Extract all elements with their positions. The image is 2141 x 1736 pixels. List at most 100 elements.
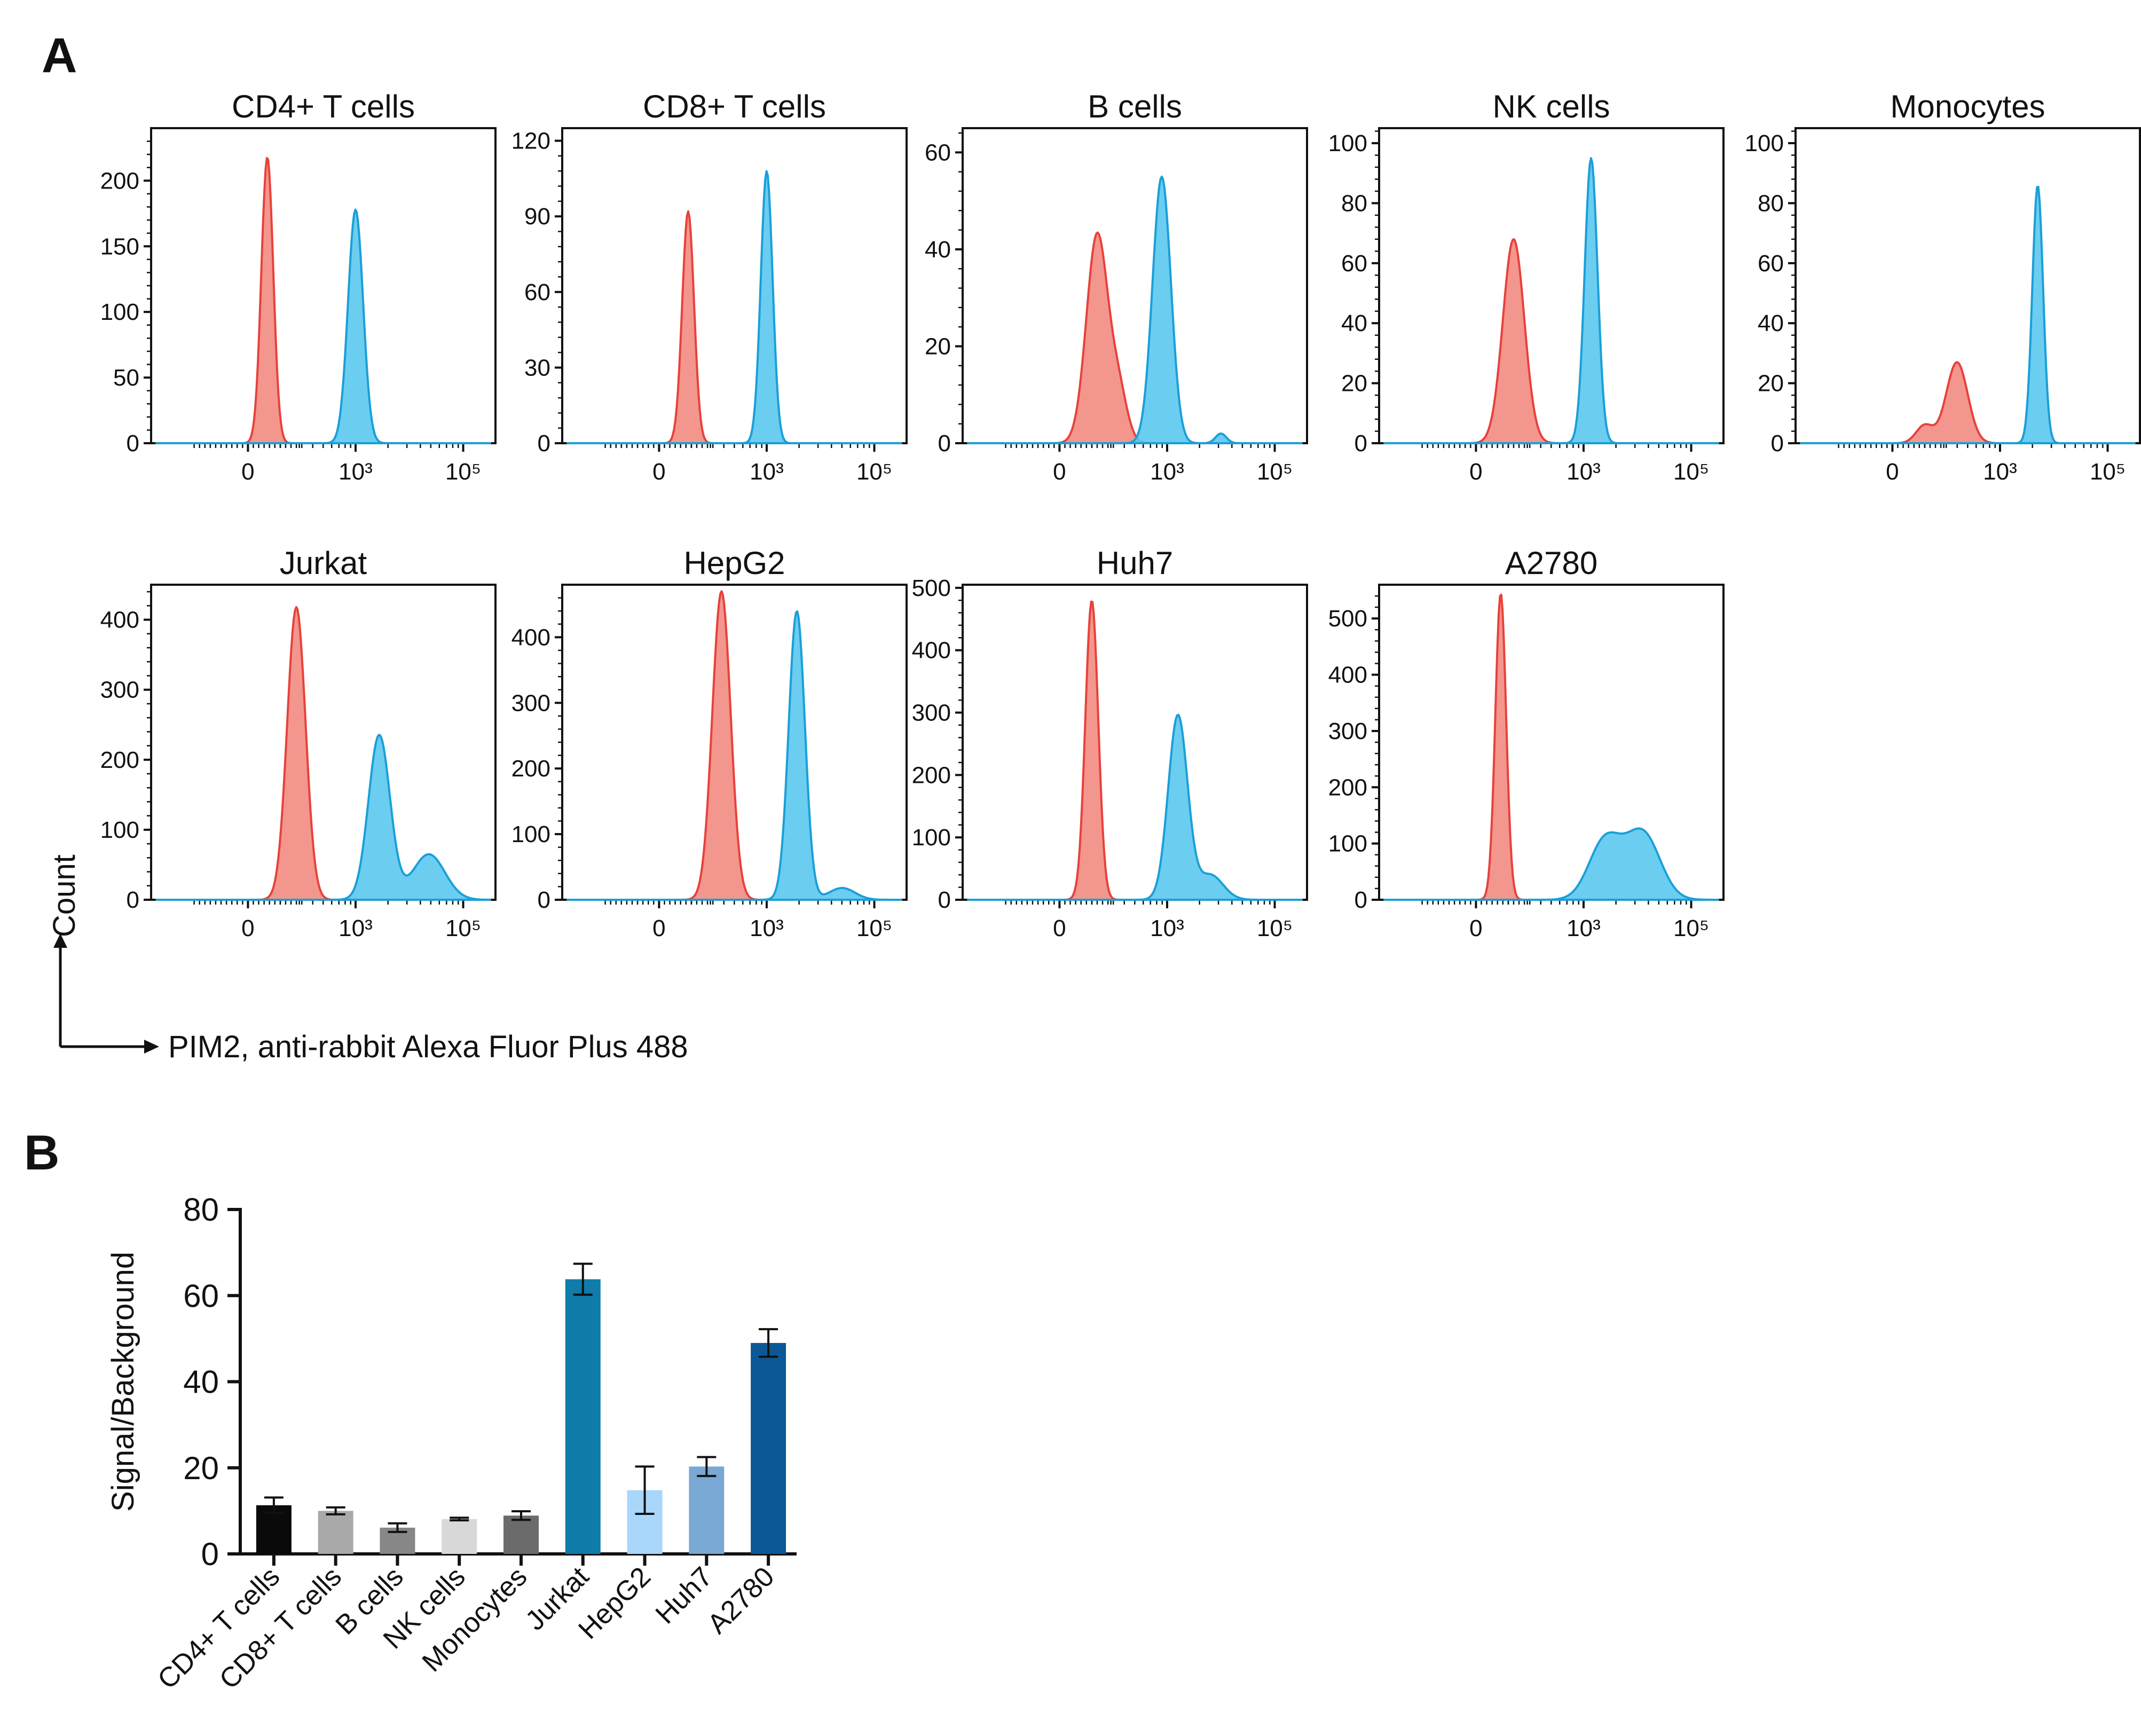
histogram-title: Monocytes [1890,89,2045,124]
y-tick-label: 0 [1355,430,1367,457]
x-tick-label: 10³ [339,459,373,485]
histogram-frame [1378,584,1725,901]
histogram-title: Huh7 [1097,545,1173,581]
histogram-title: Jurkat [280,545,367,581]
y-tick-label: 400 [511,624,550,650]
y-tick-label: 100 [912,824,951,851]
y-tick-label: 20 [1758,371,1784,397]
y-tick-label: 0 [127,887,139,913]
y-tick-label: 20 [925,333,951,359]
histogram-nk-cells: NK cells 0 20 40 60 80 100 0 10³ 10⁵ [1328,89,1725,485]
y-tick-label: 0 [538,887,550,913]
control-histogram [967,231,1303,444]
bar-jurkat [565,1279,601,1554]
y-tick-label: 100 [100,817,139,843]
arrow-up-icon [53,933,67,948]
x-tick-label: 0 [652,915,665,941]
bar-y-tick-label: 40 [183,1364,219,1400]
y-tick-label: 150 [100,233,139,260]
x-tick-label: 0 [1469,915,1482,941]
y-tick-label: 400 [1328,662,1367,688]
x-tick-label: 0 [241,459,254,485]
control-histogram [566,590,902,901]
bar-monocytes [503,1515,539,1554]
x-tick-label: 10⁵ [445,459,481,485]
y-tick-label: 0 [127,430,139,457]
flow-y-axis-title: Count [47,854,82,937]
y-tick-label: 120 [511,128,550,154]
histogram-title: B cells [1088,89,1182,124]
histogram-title: HepG2 [683,545,785,581]
histogram-frame [150,127,497,444]
stained-histogram [566,170,902,444]
x-tick-label: 10³ [1150,915,1184,941]
histogram-title: A2780 [1505,545,1598,581]
control-histogram [967,600,1303,901]
y-tick-label: 500 [1328,606,1367,632]
error-bar [573,1262,593,1296]
control-histogram [566,210,902,444]
x-tick-label: 10⁵ [445,915,481,941]
x-tick-label: 10³ [1567,459,1601,485]
error-bar [388,1522,407,1533]
y-tick-label: 200 [511,756,550,782]
histogram-monocytes: Monocytes 0 20 40 60 80 100 0 10³ 10⁵ [1745,89,2141,485]
error-bar [326,1506,345,1515]
control-histogram [155,606,491,901]
x-tick-label: 0 [241,915,254,941]
bar-y-tick-label: 80 [183,1192,219,1228]
y-tick-label: 100 [511,821,550,847]
x-tick-label: 10³ [1150,459,1184,485]
y-tick-label: 0 [1355,887,1367,913]
control-histogram [1383,238,1719,444]
y-tick-label: 40 [1758,310,1784,336]
x-tick-label: 10³ [1983,459,2017,485]
histogram-jurkat: Jurkat 0 100 200 300 400 0 10³ 10⁵ [100,545,497,941]
histogram-b-cells: B cells 0 20 40 60 0 10³ 10⁵ [925,89,1308,485]
y-tick-label: 60 [524,279,550,305]
y-tick-label: 0 [938,430,951,457]
histogram-frame [1378,127,1725,444]
y-tick-label: 100 [1328,130,1367,156]
control-histogram [155,157,491,444]
error-bar [511,1510,531,1521]
x-tick-label: 0 [1469,459,1482,485]
y-tick-label: 500 [912,575,951,601]
histogram-cd8-t-cells: CD8+ T cells 0 30 60 90 120 0 10³ 10⁵ [511,89,908,485]
y-tick-label: 100 [100,299,139,325]
y-tick-label: 400 [912,638,951,664]
histogram-huh7: Huh7 0 100 200 300 400 500 0 10³ 10⁵ [912,545,1308,941]
y-tick-label: 400 [100,607,139,633]
x-tick-label: 10⁵ [856,915,892,941]
x-tick-label: 10³ [1567,915,1601,941]
y-tick-label: 0 [938,887,951,913]
bar-huh7 [689,1466,725,1554]
bar-y-tick-label: 20 [183,1450,219,1486]
x-tick-label: 10³ [750,915,784,941]
histogram-hepg2: HepG2 0 100 200 300 400 0 10³ 10⁵ [511,545,908,941]
y-tick-label: 200 [100,168,139,194]
stained-histogram [155,734,491,901]
bar-y-axis-title: Signal/Background [106,1252,140,1512]
y-tick-label: 60 [1758,250,1784,277]
histogram-title: CD4+ T cells [232,89,415,124]
y-tick-label: 300 [912,700,951,726]
flow-axis-legend: Count PIM2, anti-rabbit Alexa Fluor Plus… [47,854,688,1064]
flow-x-axis-title: PIM2, anti-rabbit Alexa Fluor Plus 488 [168,1030,688,1064]
y-tick-label: 100 [1745,130,1784,156]
y-tick-label: 80 [1758,190,1784,216]
stained-histogram [1800,186,2136,444]
bar-a2780 [751,1342,786,1554]
x-tick-label: 10³ [339,915,373,941]
y-tick-label: 300 [100,677,139,703]
bar-y-tick-label: 0 [201,1536,219,1572]
category-label: A2780 [702,1561,780,1639]
bar-y-tick-label: 60 [183,1278,219,1314]
bar-cd8-t-cells [318,1511,353,1554]
y-tick-label: 40 [1341,310,1367,336]
x-tick-label: 10⁵ [856,459,892,485]
control-histogram [1800,361,2136,444]
error-bar [264,1496,284,1514]
